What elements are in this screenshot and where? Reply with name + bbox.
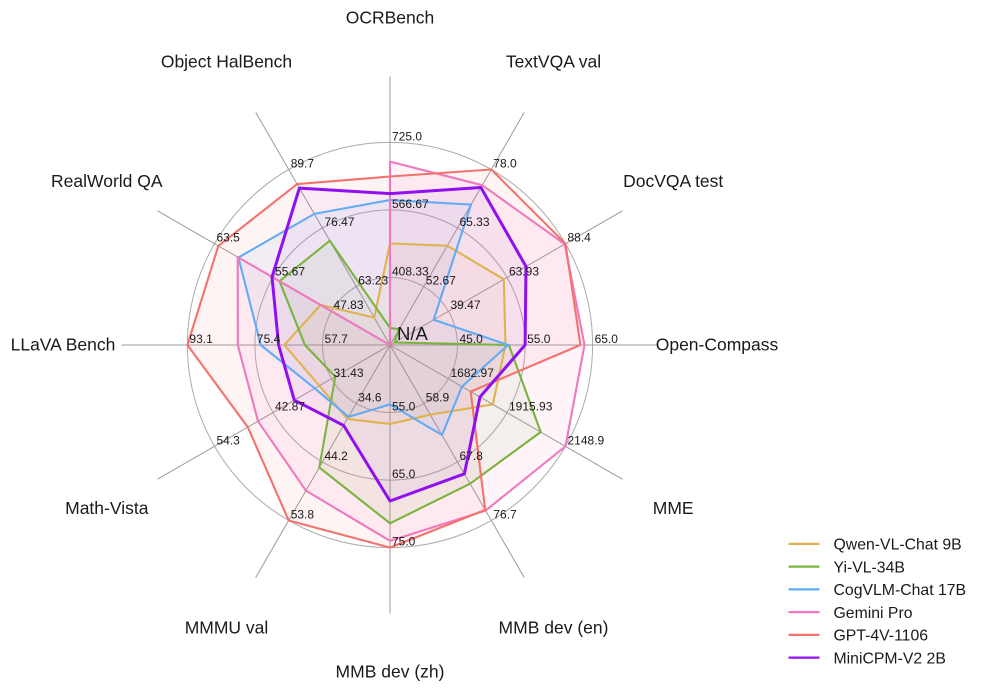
svg-text:67.8: 67.8 <box>460 449 484 463</box>
svg-text:1682.97: 1682.97 <box>451 366 495 380</box>
svg-text:65.0: 65.0 <box>392 467 416 481</box>
svg-text:93.1: 93.1 <box>189 332 213 346</box>
svg-text:Qwen-VL-Chat 9B: Qwen-VL-Chat 9B <box>834 537 962 554</box>
svg-text:65.0: 65.0 <box>595 332 619 346</box>
svg-text:65.33: 65.33 <box>460 215 490 229</box>
svg-text:55.0: 55.0 <box>527 332 551 346</box>
svg-text:31.43: 31.43 <box>334 366 364 380</box>
svg-text:408.33: 408.33 <box>392 265 429 279</box>
svg-text:63.23: 63.23 <box>358 274 388 288</box>
svg-text:54.3: 54.3 <box>217 433 241 447</box>
svg-text:DocVQA test: DocVQA test <box>623 171 723 191</box>
svg-text:N/A: N/A <box>397 323 429 344</box>
svg-text:75.0: 75.0 <box>392 535 416 549</box>
svg-text:39.47: 39.47 <box>451 298 481 312</box>
svg-text:89.7: 89.7 <box>291 157 315 171</box>
svg-text:GPT-4V-1106: GPT-4V-1106 <box>834 628 929 645</box>
svg-text:44.2: 44.2 <box>325 449 349 463</box>
svg-text:Gemini Pro: Gemini Pro <box>834 605 913 622</box>
svg-text:Open-Compass: Open-Compass <box>656 335 779 355</box>
svg-text:88.4: 88.4 <box>568 231 592 245</box>
svg-text:MMB dev (en): MMB dev (en) <box>499 618 609 638</box>
svg-text:78.0: 78.0 <box>493 157 517 171</box>
svg-text:47.83: 47.83 <box>334 298 364 312</box>
svg-text:57.7: 57.7 <box>325 332 349 346</box>
svg-text:45.0: 45.0 <box>460 332 484 346</box>
svg-text:MME: MME <box>653 498 694 518</box>
svg-text:566.67: 566.67 <box>392 197 429 211</box>
svg-text:75.4: 75.4 <box>257 332 281 346</box>
svg-text:OCRBench: OCRBench <box>346 8 435 28</box>
svg-text:42.87: 42.87 <box>275 400 305 414</box>
svg-text:34.6: 34.6 <box>358 391 382 405</box>
svg-text:Yi-VL-34B: Yi-VL-34B <box>834 559 905 576</box>
svg-text:1915.93: 1915.93 <box>509 400 553 414</box>
svg-text:52.67: 52.67 <box>426 274 456 288</box>
svg-text:MMMU val: MMMU val <box>185 618 269 638</box>
svg-text:MMB dev (zh): MMB dev (zh) <box>336 662 445 682</box>
svg-text:Object HalBench: Object HalBench <box>161 51 292 71</box>
svg-text:76.47: 76.47 <box>325 215 355 229</box>
svg-text:63.93: 63.93 <box>509 265 539 279</box>
svg-text:2148.9: 2148.9 <box>568 433 605 447</box>
svg-text:55.0: 55.0 <box>392 400 416 414</box>
svg-text:55.67: 55.67 <box>275 265 305 279</box>
svg-text:53.8: 53.8 <box>291 508 315 522</box>
svg-text:58.9: 58.9 <box>426 391 450 405</box>
svg-text:CogVLM-Chat 17B: CogVLM-Chat 17B <box>834 582 967 599</box>
svg-text:LLaVA Bench: LLaVA Bench <box>11 335 116 355</box>
svg-text:RealWorld QA: RealWorld QA <box>51 171 163 191</box>
svg-text:MiniCPM-V2 2B: MiniCPM-V2 2B <box>834 650 946 667</box>
svg-text:TextVQA val: TextVQA val <box>506 51 601 71</box>
svg-text:725.0: 725.0 <box>392 129 422 143</box>
svg-text:Math-Vista: Math-Vista <box>65 498 149 518</box>
svg-text:76.7: 76.7 <box>493 508 517 522</box>
svg-text:63.5: 63.5 <box>217 231 241 245</box>
